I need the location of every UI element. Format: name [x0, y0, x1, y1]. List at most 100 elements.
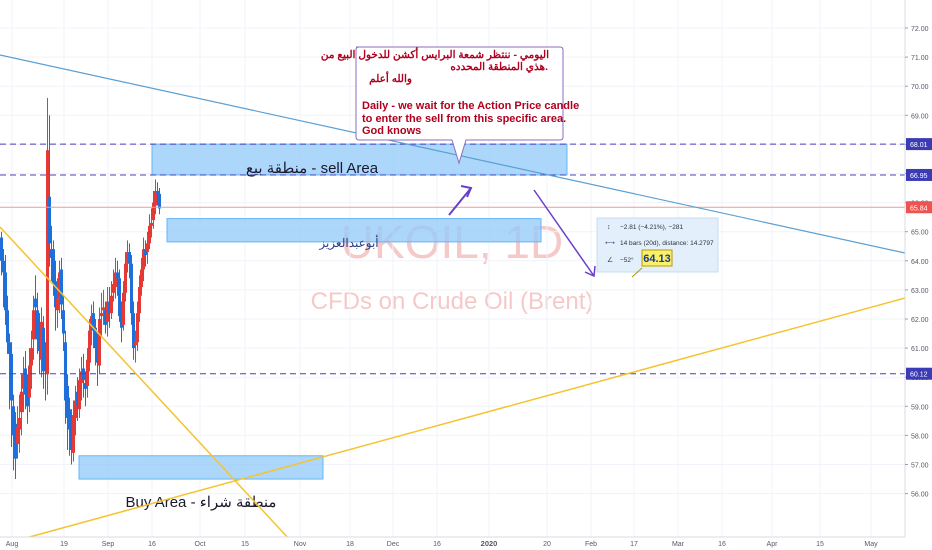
candle-body	[54, 281, 57, 308]
x-tick-label: Apr	[767, 541, 779, 548]
candle-body	[126, 252, 129, 264]
candles	[0, 97, 161, 480]
down-arrow-head	[584, 265, 596, 278]
candle-body	[18, 417, 21, 430]
up-projection-arrow	[448, 187, 472, 216]
candle-body	[68, 409, 71, 430]
x-tick-label: 18	[346, 541, 354, 548]
candle-body	[72, 415, 75, 453]
x-tick-label: Aug	[6, 541, 19, 548]
candle-body	[70, 426, 73, 450]
callout-english-line: Daily - we wait for the Action Price can…	[362, 100, 579, 112]
candle-body	[14, 423, 17, 459]
candle-body	[134, 342, 137, 346]
callout-arabic-line: هذي المنطقة المحدده.	[450, 61, 548, 74]
x-tick-label: 16	[433, 541, 441, 548]
candle-body	[156, 190, 159, 194]
candle-body	[116, 272, 119, 279]
candle-body	[154, 190, 157, 206]
x-tick-label: 15	[816, 541, 824, 548]
candle-body	[110, 295, 113, 314]
time-axis-bg	[0, 537, 932, 550]
x-tick-label: Mar	[672, 541, 685, 548]
candle-body	[96, 345, 99, 363]
candle-body	[152, 202, 155, 221]
price-label-badge	[906, 201, 932, 214]
drawings	[0, 54, 906, 546]
candle-body	[38, 333, 41, 352]
candle-body	[118, 278, 121, 317]
price-label-text: 68.01	[910, 142, 928, 149]
middle-zone-label: أبوعبدالعزيز	[318, 235, 378, 250]
candle-body	[148, 225, 151, 244]
candle-body	[84, 383, 87, 389]
candle-body	[106, 301, 109, 322]
price-range-icon: ↕	[607, 224, 611, 231]
candle-body	[42, 327, 45, 372]
y-tick-label: 69.00	[911, 113, 929, 120]
candle-body	[92, 313, 95, 331]
price-label-text: 65.84	[910, 205, 928, 212]
y-tick-label: 58.00	[911, 433, 929, 440]
candle-body	[124, 263, 127, 293]
candle-body	[76, 391, 79, 407]
candle-body	[24, 368, 27, 395]
candle-body	[52, 249, 55, 285]
zones: منطقة بيع - sell Area أبوعبدالعزيز Buy Are…	[78, 143, 568, 511]
callout-english-line: to enter the sell from this specific are…	[362, 113, 566, 125]
candle-body	[104, 310, 107, 325]
price-label-text: 66.95	[910, 173, 928, 180]
y-tick-label: 65.00	[911, 230, 929, 237]
x-tick-label: 20	[543, 541, 551, 548]
y-tick-label: 72.00	[911, 26, 929, 33]
y-tick-label: 64.00	[911, 259, 929, 266]
y-tick-label: 71.00	[911, 55, 929, 62]
candle-body	[100, 313, 103, 317]
y-tick-label: 56.00	[911, 492, 929, 499]
candle-body	[80, 371, 83, 384]
candle-body	[32, 310, 35, 340]
buy-area-label: Buy Area - منطقة شراء	[126, 494, 277, 511]
candle-body	[158, 193, 161, 209]
candle-body	[16, 426, 19, 445]
candle-body	[86, 359, 89, 386]
measure-tool: ↕ −2.81 (−4.21%), −281 ⟷ 14 bars (20d), dis…	[596, 217, 719, 278]
candle-body	[34, 298, 37, 308]
down-projection-arrow	[533, 189, 595, 277]
candle-body	[88, 330, 91, 363]
bars-range-icon: ⟷	[605, 240, 615, 247]
measure-row3: −52°	[620, 256, 634, 264]
x-tick-label: May	[864, 541, 878, 548]
candle-body	[8, 342, 11, 354]
x-tick-label: 15	[241, 541, 249, 548]
angle-icon: ∠	[607, 256, 613, 264]
candle-body	[94, 327, 97, 349]
candle-body	[30, 348, 33, 366]
x-tick-label: Sep	[102, 541, 115, 548]
candle-body	[26, 388, 29, 407]
x-tick-label: 17	[630, 541, 638, 548]
candle-body	[28, 365, 31, 398]
candle-body	[60, 269, 63, 305]
candle-body	[78, 380, 81, 410]
candle-body	[46, 150, 49, 375]
candle-body	[120, 310, 123, 328]
x-tick-label: 2020	[481, 539, 498, 548]
candle-body	[130, 263, 133, 314]
x-tick-label: 16	[148, 541, 156, 548]
descending-yellow-line	[0, 226, 291, 541]
y-tick-label: 70.00	[911, 84, 929, 91]
y-tick-label: 62.00	[911, 317, 929, 324]
candle-body	[136, 313, 139, 343]
price-label-badge	[906, 138, 932, 151]
measure-pointer	[631, 267, 643, 278]
x-tick-label: 19	[60, 541, 68, 548]
price-label-badge	[906, 168, 932, 181]
zone-box	[151, 143, 568, 176]
candle-body	[40, 321, 43, 360]
y-tick-label: 63.00	[911, 288, 929, 295]
candle-body	[112, 284, 115, 293]
